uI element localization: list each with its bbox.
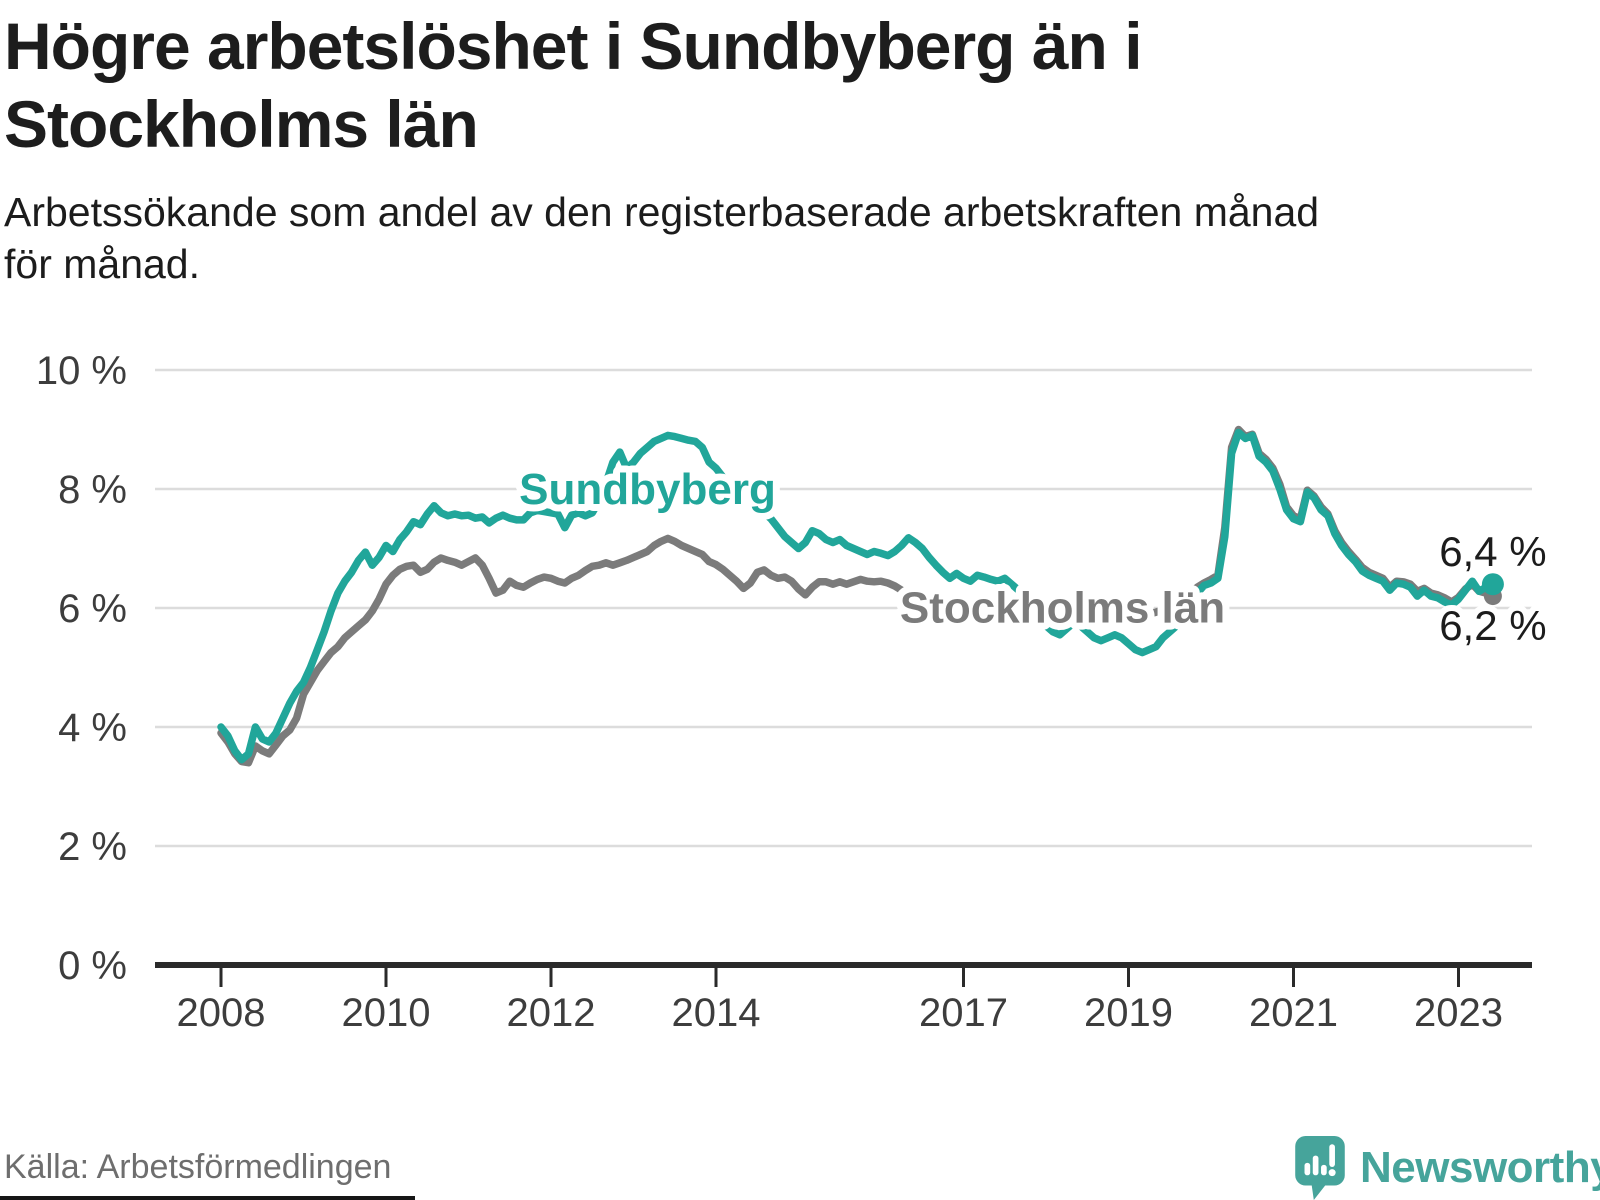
gridlines-group <box>155 368 1532 968</box>
x-tick-label: 2014 <box>672 991 761 1035</box>
x-axis-group: 2008 2010 2012 2014 2017 2019 2021 2023 <box>177 963 1503 1035</box>
series-label: Stockholms län <box>900 583 1225 632</box>
y-tick-label: 2 % <box>58 825 127 869</box>
end-value-label: 6,4 % <box>1439 528 1546 575</box>
x-tick-label: 2017 <box>919 991 1008 1035</box>
series-line-stockholms-lan <box>217 425 1497 767</box>
x-tick-label: 2021 <box>1249 991 1338 1035</box>
series-lines-group <box>217 425 1497 767</box>
chart-subtitle: Arbetssökande som andel av den registerb… <box>4 189 1320 288</box>
bottom-bar <box>0 1196 415 1200</box>
y-tick-label: 6 % <box>58 587 127 631</box>
y-axis-labels-group: 10 % 8 % 6 % 4 % 2 % 0 % <box>36 349 127 988</box>
y-tick-label: 8 % <box>58 468 127 512</box>
series-labels-group: Stockholms län Sundbyberg <box>512 458 1232 639</box>
series-label: Sundbyberg <box>519 465 776 514</box>
x-tick-label: 2019 <box>1084 991 1173 1035</box>
end-dot <box>1481 573 1504 596</box>
source-note: Källa: Arbetsförmedlingen <box>4 1148 392 1186</box>
x-tick-label: 2012 <box>507 991 596 1035</box>
page-title: Högre arbetslöshet i Sundbyberg än i Sto… <box>4 9 1143 161</box>
x-tick-label: 2008 <box>177 991 266 1035</box>
end-value-labels-group: 6,2 % 6,4 % <box>1433 522 1552 655</box>
y-tick-label: 0 % <box>58 944 127 988</box>
end-dots-group <box>1481 573 1504 606</box>
end-value-label: 6,2 % <box>1439 602 1546 649</box>
series-line-sundbyberg <box>217 428 1497 764</box>
brand-logo: Newsworthy <box>1294 1136 1600 1200</box>
x-tick-label: 2010 <box>342 991 431 1035</box>
newsworthy-icon <box>1295 1136 1345 1200</box>
y-tick-label: 4 % <box>58 706 127 750</box>
brand-name: Newsworthy <box>1360 1143 1600 1192</box>
y-tick-label: 10 % <box>36 349 127 393</box>
x-tick-label: 2023 <box>1414 991 1503 1035</box>
